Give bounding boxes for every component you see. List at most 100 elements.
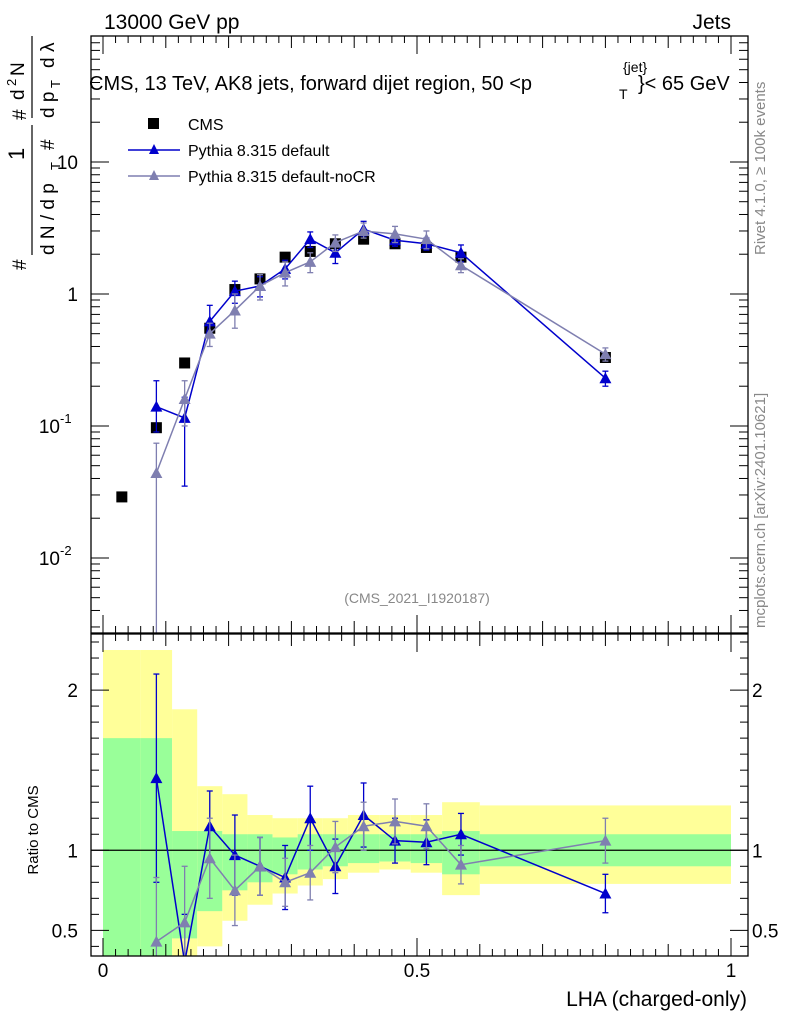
- nocr-data-point: [389, 227, 402, 239]
- x-tick-label: 0.5: [404, 961, 430, 982]
- svg-text:#: #: [10, 109, 31, 120]
- nocr-series-line: [155, 230, 606, 474]
- legend-label-cms: CMS: [188, 117, 224, 134]
- y-axis-label-ratio: Ratio to CMS: [25, 785, 42, 874]
- plot-title: CMS, 13 TeV, AK8 jets, forward dijet reg…: [89, 59, 730, 102]
- svg-text:d: d: [38, 57, 59, 68]
- main-panel-marks: [116, 220, 612, 633]
- cms-uncertainty-band-inner: [103, 738, 141, 956]
- default-data-point: [304, 233, 317, 245]
- y-tick-label-ratio: 0.5: [52, 921, 78, 942]
- legend-item-cms: CMS: [148, 117, 224, 134]
- y-tick-label-ratio-right: 0.5: [752, 921, 778, 942]
- y-tick-label-main: 10: [57, 153, 78, 174]
- y-tick-label-ratio: 1: [67, 841, 78, 862]
- nocr-data-point: [228, 304, 241, 316]
- default-ratio-point: [304, 812, 317, 824]
- svg-text:d N / d p: d N / d p: [38, 183, 59, 255]
- legend-triangle-marker: [149, 144, 159, 154]
- default-series-line: [156, 228, 606, 419]
- svg-text:T: T: [48, 80, 63, 88]
- y-tick-exponent: -2: [60, 543, 72, 558]
- svg-text:#: #: [10, 259, 31, 270]
- legend-item-default: Pythia 8.315 default: [128, 143, 330, 160]
- nocr-data-point: [203, 327, 216, 339]
- nocr-data-point: [304, 255, 317, 267]
- y-tick-exponent: -1: [60, 411, 72, 426]
- mcplots-reference-text: mcplots.cern.ch [arXiv:2401.10621]: [752, 393, 769, 628]
- nocr-ratio-point: [357, 820, 370, 832]
- default-ratio-point: [454, 828, 467, 840]
- svg-text:d: d: [8, 89, 29, 100]
- svg-text:d p: d p: [38, 92, 59, 118]
- nocr-data-point: [279, 266, 292, 278]
- header-jets-label: Jets: [692, 11, 731, 34]
- nocr-ratio-point: [454, 858, 467, 870]
- default-data-point: [599, 372, 612, 384]
- legend-item-nocr: Pythia 8.315 default-noCR: [128, 169, 376, 186]
- x-tick-label: 1: [726, 961, 737, 982]
- y-tick-label-ratio-right: 1: [752, 841, 763, 862]
- cms-data-point: [179, 357, 191, 369]
- svg-text:N: N: [8, 62, 29, 76]
- title-superscript: {jet}: [623, 59, 647, 75]
- cms-data-point: [358, 233, 370, 245]
- ratio-panel-marks: [150, 673, 612, 956]
- svg-text:2: 2: [4, 79, 19, 86]
- svg-text:1: 1: [4, 148, 29, 160]
- nocr-ratio-point: [254, 860, 266, 872]
- nocr-data-point: [420, 233, 433, 245]
- legend-label-nocr: Pythia 8.315 default-noCR: [188, 169, 376, 186]
- nocr-ratio-point: [150, 935, 163, 947]
- nocr-ratio-point: [178, 916, 191, 928]
- y-tick-label-main: 10: [39, 417, 60, 438]
- nocr-ratio-point: [203, 852, 216, 864]
- title-end: }< 65 GeV: [638, 73, 730, 95]
- cms-data-point: [116, 491, 128, 503]
- y-tick-label-ratio: 2: [67, 681, 78, 702]
- svg-text:λ: λ: [38, 42, 59, 52]
- ratio-panel-frame: [90, 633, 749, 957]
- header-energy-label: 13000 GeV pp: [104, 11, 239, 34]
- default-data-point: [454, 246, 467, 258]
- x-axis-label: LHA (charged-only): [566, 988, 747, 1011]
- nocr-data-point: [150, 467, 163, 479]
- nocr-ratio-point: [420, 820, 433, 832]
- y-tick-label-main: 1: [67, 285, 78, 306]
- analysis-watermark: (CMS_2021_I1920187): [344, 590, 490, 606]
- rivet-version-text: Rivet 4.1.0, ≥ 100k events: [752, 82, 769, 255]
- y-tick-label-main: 10: [39, 549, 60, 570]
- x-tick-label: 0: [98, 961, 109, 982]
- nocr-data-point: [178, 393, 191, 405]
- default-data-point: [329, 246, 342, 258]
- svg-text:T: T: [48, 162, 63, 170]
- default-ratio-point: [599, 887, 612, 899]
- nocr-data-point: [254, 279, 266, 291]
- legend: CMS Pythia 8.315 default Pythia 8.315 de…: [128, 117, 376, 186]
- nocr-ratio-point: [599, 834, 612, 846]
- title-subscript: T: [619, 86, 628, 102]
- legend-square-marker: [148, 118, 159, 129]
- nocr-ratio-point: [279, 876, 292, 888]
- y-axis-label-main: # 1 d N / d p T # # d 2 N d p T d λ: [4, 36, 63, 270]
- ratio-uncertainty-bands: [91, 650, 748, 956]
- main-panel-frame: [90, 35, 749, 634]
- nocr-ratio-point: [329, 841, 342, 853]
- nocr-data-point: [599, 348, 612, 360]
- y-tick-label-ratio-right: 2: [752, 681, 763, 702]
- nocr-ratio-point: [228, 884, 241, 896]
- nocr-data-point: [329, 236, 342, 248]
- nocr-data-point: [357, 224, 370, 236]
- legend-triangle-marker: [149, 170, 159, 180]
- cms-data-point: [304, 245, 316, 257]
- nocr-ratio-point: [389, 815, 402, 827]
- nocr-data-point: [454, 259, 467, 271]
- default-data-point: [150, 400, 163, 412]
- nocr-ratio-point: [304, 866, 317, 878]
- default-ratio-point: [150, 772, 163, 784]
- title-main: CMS, 13 TeV, AK8 jets, forward dijet reg…: [89, 73, 532, 95]
- svg-text:#: #: [38, 139, 59, 150]
- cms-data-point: [279, 251, 291, 263]
